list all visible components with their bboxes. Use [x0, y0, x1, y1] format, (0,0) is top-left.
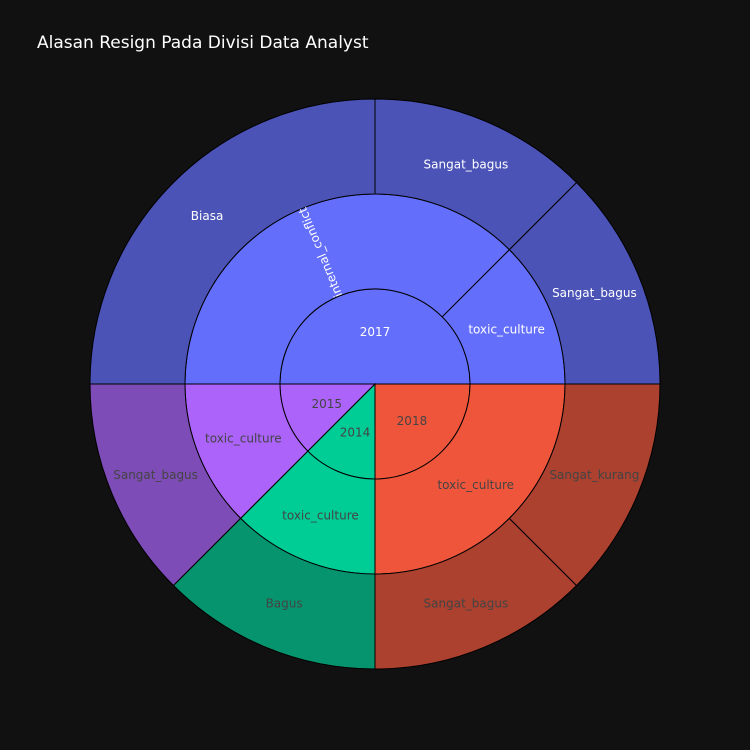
label-2017-internal-conflict-sangat-bagus: Sangat_bagus [424, 158, 509, 172]
label-2017-toxic-culture-sangat-bagus: Sangat_bagus [552, 286, 637, 300]
label-2018: 2018 [397, 414, 428, 428]
label-2017-toxic-culture: toxic_culture [468, 322, 545, 336]
label-2015: 2015 [311, 397, 342, 411]
label-2018-toxic-culture: toxic_culture [437, 478, 514, 492]
segment-2017-internal-conflict-biasa[interactable] [89, 98, 376, 385]
chart-title: Alasan Resign Pada Divisi Data Analyst [37, 33, 369, 53]
label-2014-toxic-culture: toxic_culture [282, 509, 359, 523]
label-2014-toxic-culture-bagus: Bagus [266, 596, 303, 610]
label-2014: 2014 [340, 425, 371, 439]
label-2018-toxic-culture-sangat-bagus: Sangat_bagus [424, 596, 509, 610]
label-2018-toxic-culture-sangat-kurang: Sangat_kurang [549, 468, 639, 482]
label-2017-internal-conflict-biasa: Biasa [191, 209, 224, 223]
label-2015-toxic-culture-sangat-bagus: Sangat_bagus [113, 468, 198, 482]
label-2017: 2017 [360, 325, 391, 339]
segment-2018-toxic-culture-sangat-kurang[interactable] [508, 383, 661, 587]
label-2015-toxic-culture: toxic_culture [205, 432, 282, 446]
